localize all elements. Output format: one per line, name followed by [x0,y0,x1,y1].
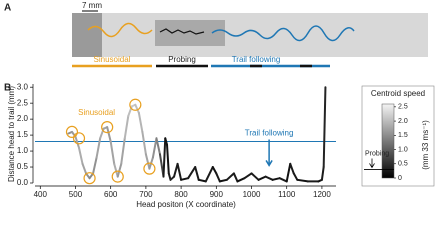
x-tick-label: 1200 [313,190,331,199]
trace-segment [134,103,140,114]
x-tick-label: 1000 [243,190,261,199]
trace-segment [120,137,126,165]
trace-segment [250,172,260,181]
colorbar-marker-label: Probing [365,150,389,157]
sinusoidal-track [87,22,153,38]
trace-segment [123,114,130,140]
trace-segment [243,172,253,180]
y-tick-label: 1.5 [17,130,29,139]
trace-segment [141,130,147,156]
trace-segment [81,162,88,175]
trace-segment [187,166,197,180]
trace-segment [109,140,116,165]
trace-segment [292,172,299,181]
trace-segment [218,178,228,183]
trace-segment [289,162,295,175]
trace-segment [211,166,218,175]
trace-segment [166,143,170,175]
annotation: Trail following [245,129,294,138]
trail-track [211,25,355,42]
x-tick-label: 700 [139,190,153,199]
panel-label: B [4,83,11,94]
highlight-circle [72,132,86,145]
trace-segment [194,166,200,181]
x-tick-label: 600 [104,190,118,199]
highlight-circle [65,125,79,139]
trace-segment [296,178,309,183]
trace-segment [173,162,179,178]
trace-segment [225,172,235,181]
trace-segment [285,162,292,183]
trace-segment [264,175,274,181]
panel-label: A [4,3,11,14]
x-axis-title: Head positon (X coordinate) [136,200,236,209]
trace-segment [197,178,207,183]
arrow [369,158,375,169]
trace-segment [215,172,221,183]
trace-segment [180,177,190,181]
trace-segment [151,137,158,159]
trace-segment [74,135,81,149]
y-tick-label: 0.0 [17,178,29,187]
trace-segment [155,137,161,156]
trace-segment [162,137,167,178]
highlight-circle [143,162,156,175]
phase-label: Sinusoidal [94,55,131,64]
colorbar-tick-label: 0.5 [398,161,408,168]
colorbar-tick-label: 0 [398,175,402,182]
colorbar-unit: (mm 33 ms⁻¹) [421,120,430,170]
x-tick-label: 1100 [278,190,296,199]
photo-texture [155,20,225,46]
trace-segment [164,137,169,146]
trace-segment [271,177,281,181]
trace-segment [137,111,144,133]
trace-segment [144,153,151,170]
scale-label: 7 mm [82,1,102,10]
trace-segment [95,137,102,159]
highlight-circle [83,172,96,185]
highlight-circle [101,121,114,134]
colorbar [381,103,395,179]
highlight-circle [129,98,142,111]
trace-segment [113,162,119,178]
y-tick-label: 3.0 [17,82,29,91]
colorbar-tick-label: 1.5 [398,132,408,139]
y-tick-label: 0.5 [17,162,29,171]
probing-track [159,28,205,35]
trace-segment [320,166,325,181]
trace-segment [78,146,84,165]
photo-strip [72,13,428,57]
x-tick-label: 400 [34,190,48,199]
trace-segment [106,126,112,143]
y-tick-label: 2.5 [17,98,29,107]
colorbar-tick-label: 2.0 [398,118,408,125]
y-axis-title: Distance head to trail (mm) [7,86,16,182]
trace-segment [204,166,214,183]
arrow [265,139,273,167]
trace-segment [322,86,327,169]
photo-shadow [72,13,102,57]
colorbar-tick-label: 2.5 [398,104,408,111]
trace-segment [236,177,246,183]
trace-segment [176,162,183,181]
trace-segment [116,162,123,178]
y-tick-label: 1.0 [17,146,29,155]
trace-segment [257,175,267,181]
annotation: Sinusoidal [78,108,115,117]
trace-segment [92,156,98,175]
figure: A 7 mm Sinusoidal Probing Trail followin… [4,1,435,209]
phase-label: Probing [168,55,196,64]
x-tick-label: 800 [174,190,188,199]
y-tick-label: 2.0 [17,114,29,123]
x-tick-label: 500 [69,190,83,199]
phase-label: Trail following [232,55,281,64]
highlight-circle [111,170,124,183]
colorbar-title: Centroid speed [371,89,425,98]
x-tick-label: 900 [210,190,224,199]
colorbar-tick-label: 1.0 [398,146,408,153]
trace-segment [232,172,239,183]
trace-segment [278,177,288,183]
